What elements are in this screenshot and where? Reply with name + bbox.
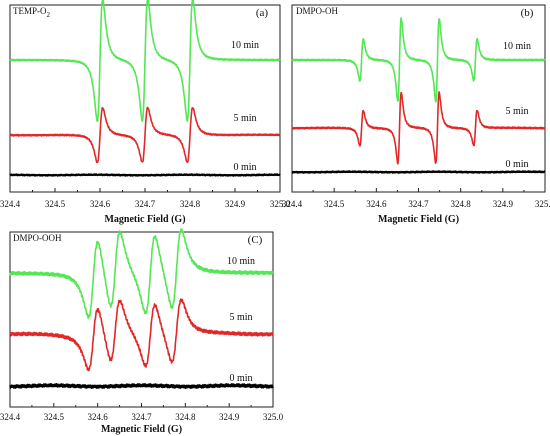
x-tick-label: 324.8 xyxy=(175,412,196,422)
series-line-10-min xyxy=(291,17,546,103)
trace-label: 0 min xyxy=(505,159,528,170)
x-axis-label: Magnetic Field (G) xyxy=(104,214,185,225)
chart-panel-2: 324.4 324.5 324.6 324.7 324.8 324.9 325.0 Magne… xyxy=(282,4,550,225)
x-tick-label: 324.6 xyxy=(90,199,111,209)
series-line-10-min xyxy=(9,228,274,320)
panel-tag: (a) xyxy=(256,7,269,19)
chart-panel-1: 324.4 324.5 324.6 324.7 324.8 324.9 325.0 Magne… xyxy=(0,0,291,225)
x-tick-label: 324.6 xyxy=(88,412,109,422)
trace-label: 5 min xyxy=(233,113,256,124)
series-line-0-min xyxy=(291,170,546,174)
series-line-10-min xyxy=(9,0,281,122)
x-tick-label: 324.5 xyxy=(44,412,65,422)
x-tick-label: 324.7 xyxy=(135,199,156,209)
chart-panel-3: 324.4 324.5 324.6 324.7 324.8 324.9 325.0 Magne… xyxy=(0,228,284,435)
x-tick-label: 324.7 xyxy=(408,199,429,209)
panel-title: DMPO-OOH xyxy=(13,233,62,243)
series-line-5-min xyxy=(9,298,274,372)
x-tick-label: 324.4 xyxy=(0,199,21,209)
panel-title: DMPO-OH xyxy=(296,6,339,16)
x-tick-label: 324.9 xyxy=(219,412,240,422)
x-tick-label: 324.4 xyxy=(282,199,303,209)
series-line-5-min xyxy=(9,106,281,164)
panel-title: TEMP-O2 xyxy=(13,6,51,19)
x-tick-label: 324.9 xyxy=(493,199,514,209)
x-tick-label: 324.4 xyxy=(0,412,21,422)
x-tick-label: 325.0 xyxy=(263,412,284,422)
x-axis-label: Magnetic Field (G) xyxy=(101,424,182,435)
x-tick-label: 325.0 xyxy=(270,199,291,209)
panel-tag: (b) xyxy=(521,7,534,19)
series-line-5-min xyxy=(291,91,546,165)
x-tick-label: 324.8 xyxy=(451,199,472,209)
x-tick-label: 324.5 xyxy=(324,199,345,209)
x-axis-label: Magnetic Field (G) xyxy=(378,214,459,225)
panel-tag: (C) xyxy=(248,234,263,246)
trace-label: 5 min xyxy=(229,312,252,323)
x-tick-label: 324.7 xyxy=(131,412,152,422)
trace-label: 0 min xyxy=(229,373,252,384)
x-tick-label: 324.9 xyxy=(225,199,246,209)
series-line-0-min xyxy=(9,383,274,389)
trace-label: 0 min xyxy=(233,162,256,173)
trace-label: 5 min xyxy=(505,106,528,117)
x-tick-label: 324.8 xyxy=(180,199,201,209)
trace-label: 10 min xyxy=(503,41,531,52)
trace-label: 10 min xyxy=(231,40,259,51)
series-line-0-min xyxy=(9,173,281,177)
trace-label: 10 min xyxy=(227,256,255,267)
x-tick-label: 325.0 xyxy=(535,199,550,209)
x-tick-label: 324.5 xyxy=(45,199,66,209)
x-tick-label: 324.6 xyxy=(366,199,387,209)
